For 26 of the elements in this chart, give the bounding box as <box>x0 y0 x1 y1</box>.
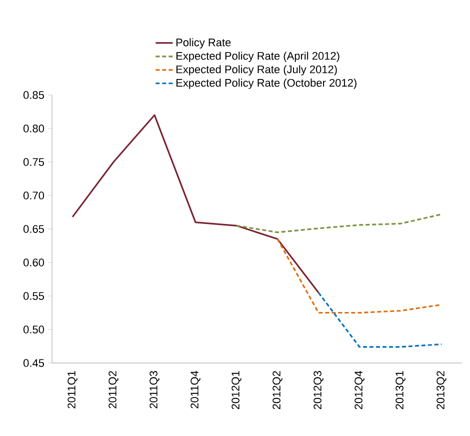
legend-label: Expected Policy Rate (April 2012) <box>176 52 340 62</box>
line-series <box>236 213 442 234</box>
y-tick-label: 0.70 <box>23 192 44 200</box>
x-tick-label: 2012Q4 <box>354 370 364 410</box>
x-tick-label: 2011Q3 <box>150 371 160 408</box>
y-tick-label: 0.85 <box>23 91 44 99</box>
x-tick-label: 2012Q1 <box>232 371 242 410</box>
legend-label: Expected Policy Rate (October 2012) <box>176 78 356 89</box>
x-tick-label: 2013Q2 <box>436 371 446 410</box>
x-tick-label: 2011Q2 <box>108 371 118 408</box>
y-tick-label: 0.55 <box>23 292 44 300</box>
y-tick-label: 0.60 <box>23 258 44 266</box>
y-tick-label: 0.45 <box>23 359 44 367</box>
x-tick-label: 2011Q4 <box>190 370 200 408</box>
y-tick-label: 0.65 <box>23 225 44 233</box>
x-tick-label: 2012Q2 <box>272 371 282 410</box>
legend-label: Expected Policy Rate (July 2012) <box>176 65 337 76</box>
y-tick-label: 0.75 <box>23 158 44 166</box>
line-series <box>72 114 320 294</box>
x-tick-label: 2012Q3 <box>314 371 324 410</box>
y-tick-label: 0.80 <box>23 124 44 132</box>
y-tick-label: 0.50 <box>23 326 44 334</box>
x-tick-label: 2013Q1 <box>396 371 406 410</box>
x-tick-label: 2011Q1 <box>68 371 78 408</box>
legend-label: Policy Rate <box>176 38 231 48</box>
line-series <box>276 238 442 314</box>
